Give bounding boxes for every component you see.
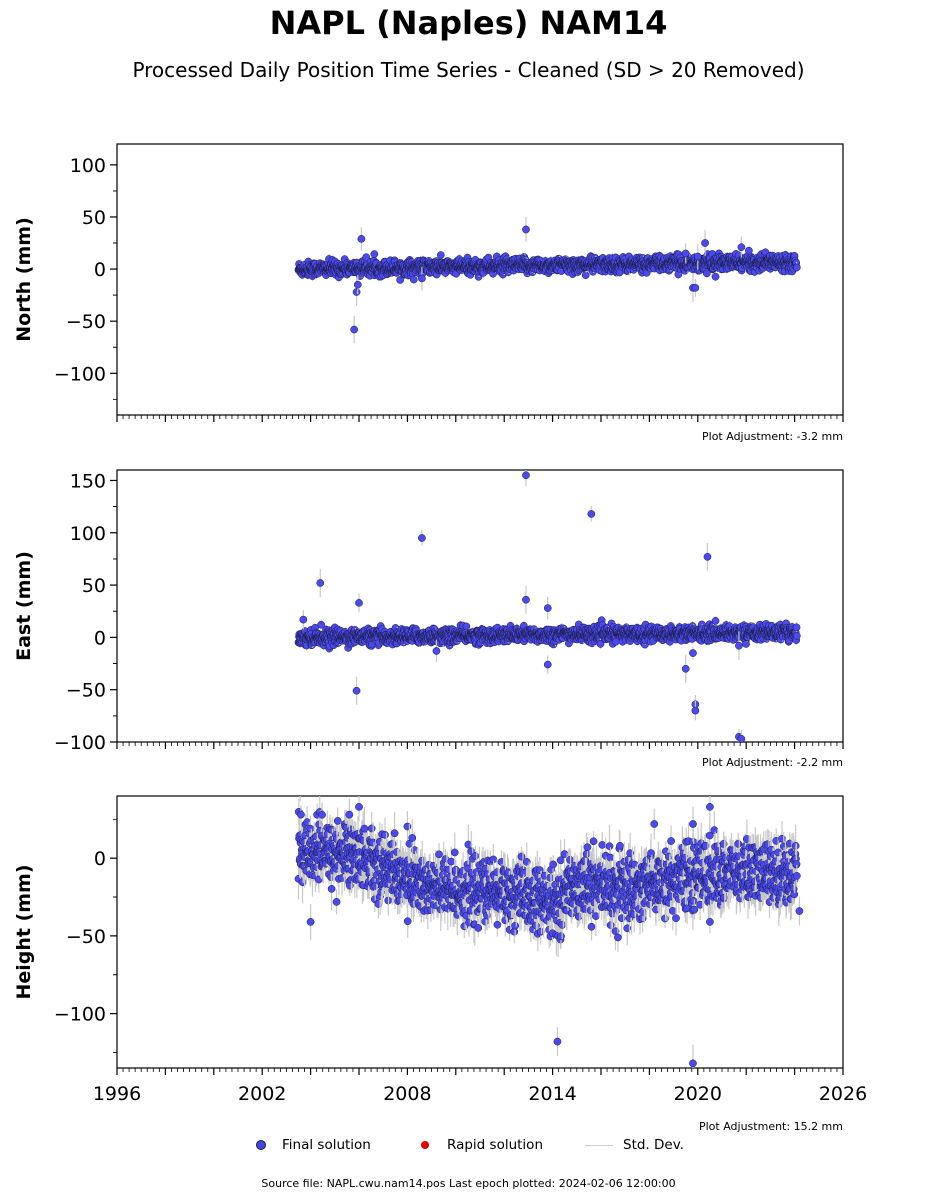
chart-title: NAPL (Naples) NAM14 <box>0 4 937 42</box>
y-tick-label: −100 <box>54 363 106 385</box>
y-tick-label: 100 <box>70 523 106 545</box>
data-point <box>681 249 690 258</box>
data-point <box>792 263 801 272</box>
data-point <box>396 276 404 284</box>
data-point <box>581 271 590 280</box>
data-point <box>462 622 471 631</box>
data-point <box>370 250 379 258</box>
y-axis-label: East (mm) <box>13 551 35 661</box>
data-layer <box>294 217 801 344</box>
data-point <box>350 325 359 334</box>
y-tick-label: 0 <box>94 627 106 649</box>
plot-adjustment-note: Plot Adjustment: -3.2 mm <box>702 430 843 443</box>
y-axis-label: North (mm) <box>13 217 35 342</box>
y-tick-label: −50 <box>66 311 106 333</box>
data-point <box>352 288 361 296</box>
data-layer <box>294 470 801 742</box>
y-tick-label: 100 <box>70 155 106 177</box>
data-point <box>691 283 700 292</box>
data-point <box>353 280 362 289</box>
data-point <box>711 272 720 281</box>
chart-subtitle: Processed Daily Position Time Series - C… <box>0 58 937 82</box>
y-tick-label: −50 <box>66 680 106 702</box>
data-point <box>357 235 366 243</box>
y-tick-label: 0 <box>94 259 106 281</box>
data-point <box>737 243 746 252</box>
plot-adjustment-note: Plot Adjustment: -2.2 mm <box>702 756 843 769</box>
data-point <box>409 275 418 284</box>
data-point <box>418 274 426 283</box>
data-point <box>436 251 445 259</box>
plot-frame <box>116 469 844 743</box>
y-tick-label: 50 <box>82 575 106 597</box>
data-point <box>701 239 709 247</box>
data-point <box>693 252 702 261</box>
data-point <box>522 225 530 234</box>
y-tick-label: 50 <box>82 207 106 229</box>
y-tick-label: −100 <box>54 732 106 754</box>
y-tick-label: 150 <box>70 470 106 492</box>
